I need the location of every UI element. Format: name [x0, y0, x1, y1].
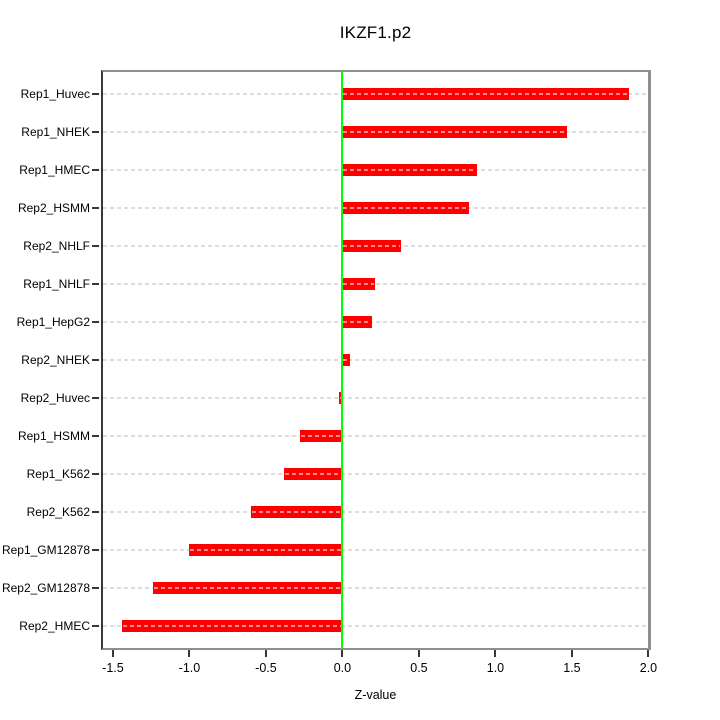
x-axis-tick-label: 0.5	[410, 661, 428, 675]
y-axis-tick	[92, 169, 99, 171]
gridline	[103, 397, 648, 399]
x-axis-title: Z-value	[354, 688, 397, 702]
y-axis-label: Rep1_HMEC	[19, 163, 90, 177]
y-axis-label: Rep2_NHLF	[23, 239, 90, 253]
bar-dash-pattern	[340, 397, 342, 399]
x-axis-tick-label: -1.0	[178, 661, 201, 675]
bar-dash-pattern	[343, 359, 350, 361]
y-axis-label: Rep1_HSMM	[17, 429, 90, 443]
x-axis-tick	[494, 650, 497, 657]
x-axis-tick	[264, 650, 267, 657]
bar-dash-pattern	[300, 435, 342, 437]
bar-dash-pattern	[343, 93, 628, 95]
y-axis-label: Rep1_K562	[26, 467, 90, 481]
bar-Rep2_K562	[250, 506, 343, 518]
y-axis-tick	[92, 587, 99, 589]
bar-dash-pattern	[343, 283, 374, 285]
x-axis-tick	[417, 650, 420, 657]
bar-dash-pattern	[343, 131, 567, 133]
y-axis-label: Rep1_GM12878	[1, 543, 90, 557]
bar-Rep1_HMEC	[342, 164, 478, 176]
x-axis-tick	[188, 650, 191, 657]
bar-Rep2_NHLF	[342, 240, 401, 252]
plot-area: Rep1_Huvec Rep1_NHEK Rep1_HMEC Rep2_HSMM Rep…	[2, 70, 657, 675]
x-axis-tick	[570, 650, 573, 657]
bar-Rep1_K562	[284, 468, 343, 480]
bar-dash-pattern	[123, 625, 342, 627]
x-axis-tick-label: 2.0	[639, 661, 658, 675]
y-axis-label: Rep2_Huvec	[20, 391, 90, 405]
gridline	[103, 435, 648, 437]
x-axis-tick	[341, 650, 344, 657]
bar-Rep2_HSMM	[342, 202, 470, 214]
y-axis-tick	[92, 435, 99, 437]
bar-dash-pattern	[251, 511, 342, 513]
bar-dash-pattern	[343, 169, 477, 171]
y-axis-label: Rep1_HepG2	[16, 315, 90, 329]
x-axis-tick-label: -1.5	[102, 661, 124, 675]
y-axis-tick	[92, 549, 99, 551]
bar-dash-pattern	[343, 207, 469, 209]
y-axis-label: Rep2_GM12878	[1, 581, 90, 595]
y-axis-tick	[92, 397, 99, 399]
bar-Rep2_Huvec	[339, 392, 343, 404]
gridline	[103, 321, 648, 323]
x-axis-tick-label: 1.0	[486, 661, 505, 675]
y-axis-label: Rep2_HSMM	[17, 201, 90, 215]
x-axis-tick-label: -0.5	[255, 661, 277, 675]
bar-Rep1_NHLF	[342, 278, 375, 290]
gridline	[103, 473, 648, 475]
bar-Rep1_NHEK	[342, 126, 568, 138]
gridline	[103, 283, 648, 285]
y-axis-tick	[92, 131, 99, 133]
gridline	[103, 549, 648, 551]
y-axis-label: Rep1_NHEK	[21, 125, 90, 139]
bar-Rep2_GM12878	[152, 582, 343, 594]
gridline	[103, 587, 648, 589]
y-axis-label: Rep2_NHEK	[21, 353, 90, 367]
x-axis-tick-label: 1.5	[563, 661, 581, 675]
bar-Rep1_Huvec	[342, 88, 629, 100]
y-axis-label: Rep1_Huvec	[20, 87, 90, 101]
chart-title: IKZF1.p2	[339, 23, 412, 42]
bar-dash-pattern	[343, 321, 371, 323]
bar-Rep1_GM12878	[189, 544, 343, 556]
gridline	[103, 625, 648, 627]
bar-Rep2_HMEC	[122, 620, 343, 632]
y-axis-tick	[92, 283, 99, 285]
bar-Rep1_HepG2	[342, 316, 372, 328]
y-axis-tick	[92, 245, 99, 247]
y-axis-label: Rep2_K562	[26, 505, 90, 519]
bar-dash-pattern	[153, 587, 342, 589]
x-axis-tick	[111, 650, 114, 657]
bar-Rep1_HSMM	[299, 430, 343, 442]
y-axis-tick	[92, 473, 99, 475]
bar-dash-pattern	[285, 473, 342, 475]
y-axis-label: Rep1_NHLF	[23, 277, 90, 291]
bar-dash-pattern	[190, 549, 342, 551]
zero-reference-line	[341, 72, 344, 648]
x-axis-tick	[647, 650, 650, 657]
bar-dash-pattern	[343, 245, 400, 247]
bar-Rep2_NHEK	[342, 354, 351, 366]
y-axis-tick	[92, 625, 99, 627]
gridline	[103, 511, 648, 513]
y-axis-tick	[92, 321, 99, 323]
y-axis-label: Rep2_HMEC	[19, 619, 90, 633]
y-axis-tick	[92, 511, 99, 513]
x-axis-tick-label: 0.0	[333, 661, 352, 675]
gridline	[103, 359, 648, 361]
y-axis-tick	[92, 359, 99, 361]
y-axis-tick	[92, 93, 99, 95]
y-axis-tick	[92, 207, 99, 209]
